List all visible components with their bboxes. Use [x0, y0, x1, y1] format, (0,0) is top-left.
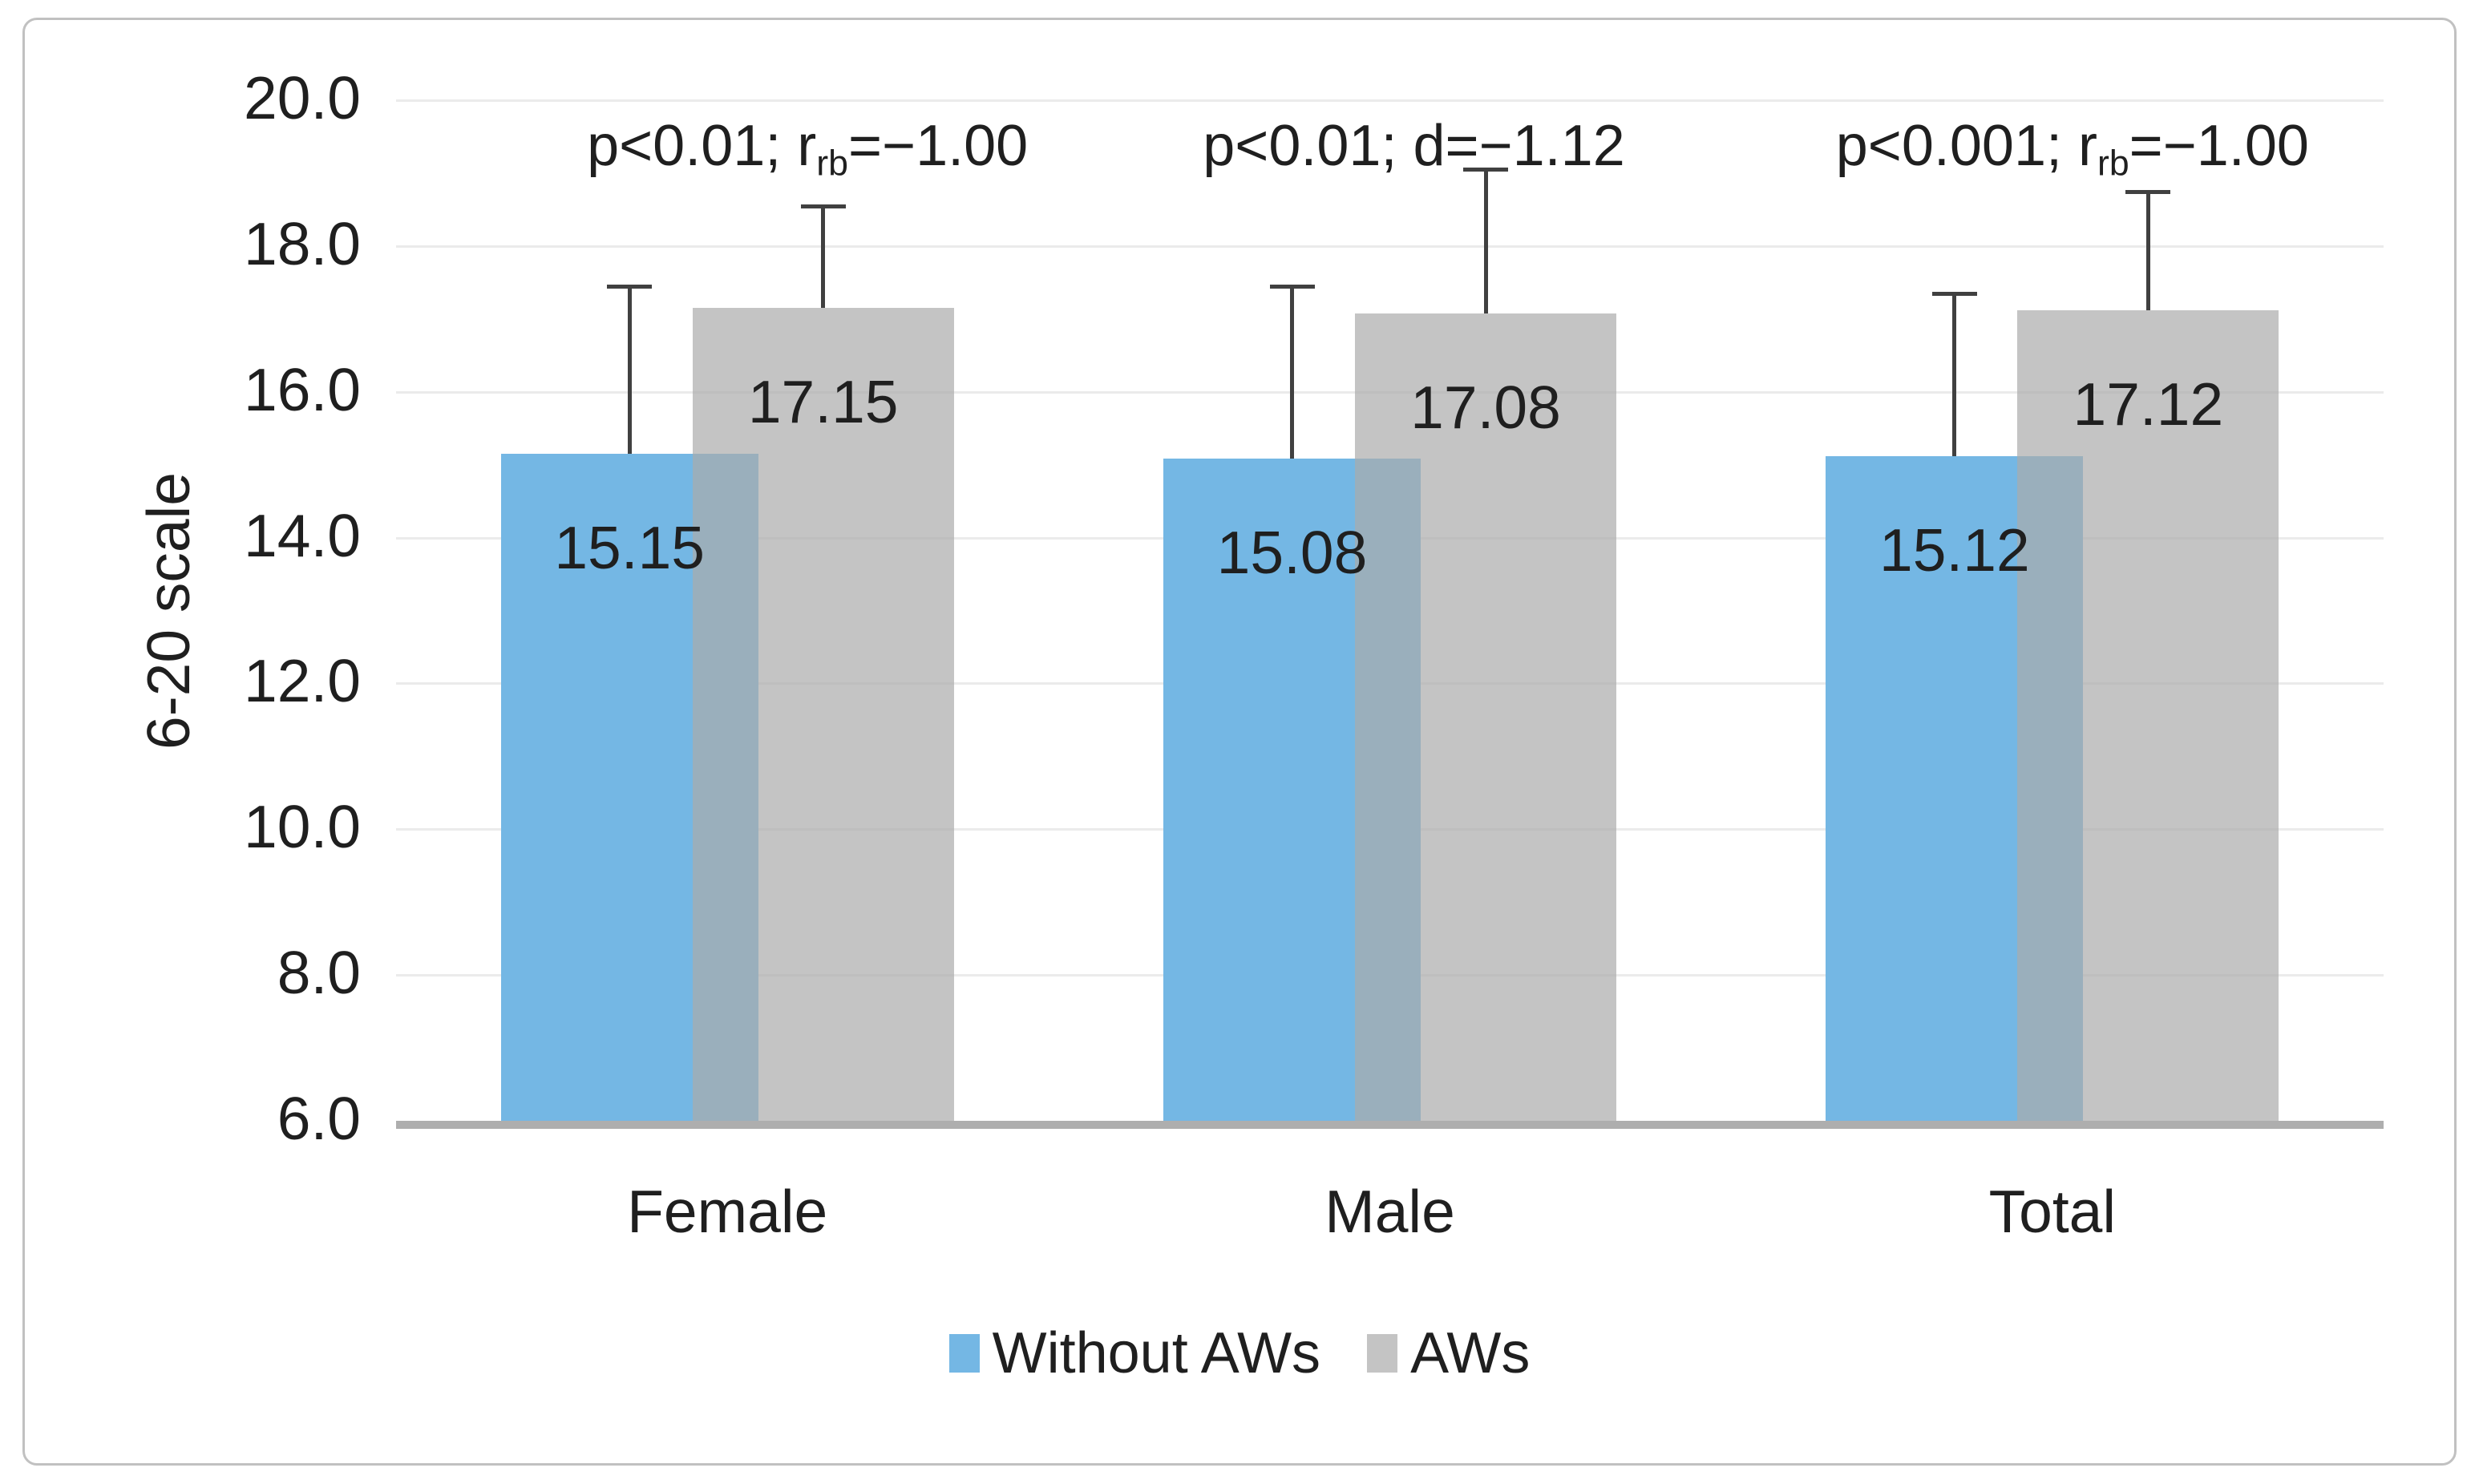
y-tick-label-14.0: 14.0: [244, 501, 361, 569]
annotation-text: p<0.01; r: [587, 114, 817, 178]
annotation-text: p<0.001; r: [1835, 114, 2097, 178]
error-bar-line: [1290, 285, 1294, 459]
y-tick-label-16.0: 16.0: [244, 355, 361, 423]
bar-value-label: 17.08: [1410, 373, 1561, 441]
gridline-18.0: [396, 245, 2384, 248]
error-bar-cap: [800, 204, 846, 208]
legend-label: Without AWs: [992, 1321, 1321, 1385]
error-bar-cap: [607, 284, 653, 289]
bar-value-label: 15.15: [554, 514, 705, 581]
bar-aws-female: [692, 308, 954, 1121]
category-label-total: Total: [1988, 1178, 2117, 1245]
category-label-male: Male: [1324, 1178, 1455, 1245]
legend-label: AWs: [1410, 1321, 1531, 1385]
gridline-20.0: [396, 99, 2384, 102]
bar-value-label: 17.12: [2073, 370, 2224, 438]
error-bar-cap: [1463, 168, 1508, 172]
legend-item-aws: AWs: [1367, 1324, 1530, 1382]
legend-swatch-without-aws: [948, 1334, 980, 1373]
error-bar-line: [627, 285, 632, 454]
bar-aws-total: [2017, 309, 2279, 1121]
y-tick-label-12.0: 12.0: [244, 647, 361, 715]
annotation-text: p<0.01; d=−1.12: [1203, 114, 1625, 178]
annotation-text: =−1.00: [847, 114, 1029, 178]
annotation-male: p<0.01; d=−1.12: [893, 114, 1935, 178]
legend: Without AWs AWs: [0, 1324, 2479, 1382]
y-tick-label-10.0: 10.0: [244, 793, 361, 861]
legend-item-without-aws: Without AWs: [948, 1321, 1321, 1385]
x-axis-line: [396, 1121, 2384, 1129]
annotation-total: p<0.001; rrb=−1.00: [1551, 114, 2479, 184]
annotation-female: p<0.01; rrb=−1.00: [286, 114, 1328, 184]
error-bar-line: [2145, 191, 2150, 310]
annotation-subscript: rb: [816, 144, 848, 184]
y-tick-label-20.0: 20.0: [244, 64, 361, 131]
error-bar-cap: [2125, 189, 2171, 194]
category-label-female: Female: [627, 1178, 828, 1245]
legend-swatch-aws: [1367, 1334, 1398, 1373]
y-tick-label-18.0: 18.0: [244, 209, 361, 277]
error-bar-cap: [1269, 284, 1315, 289]
error-bar-line: [1483, 169, 1488, 313]
error-bar-cap: [1931, 291, 1977, 296]
annotation-subscript: rb: [2097, 144, 2129, 184]
error-bar-line: [1952, 293, 1957, 456]
y-tick-label-6.0: 6.0: [277, 1085, 361, 1152]
annotation-text: =−1.00: [2129, 114, 2309, 178]
bar-value-label: 15.12: [1878, 516, 2030, 584]
y-tick-label-8.0: 8.0: [277, 939, 361, 1007]
bar-value-label: 17.15: [747, 368, 899, 436]
bar-value-label: 15.08: [1216, 519, 1368, 587]
error-bar-line: [821, 205, 826, 309]
bar-aws-male: [1355, 313, 1616, 1121]
